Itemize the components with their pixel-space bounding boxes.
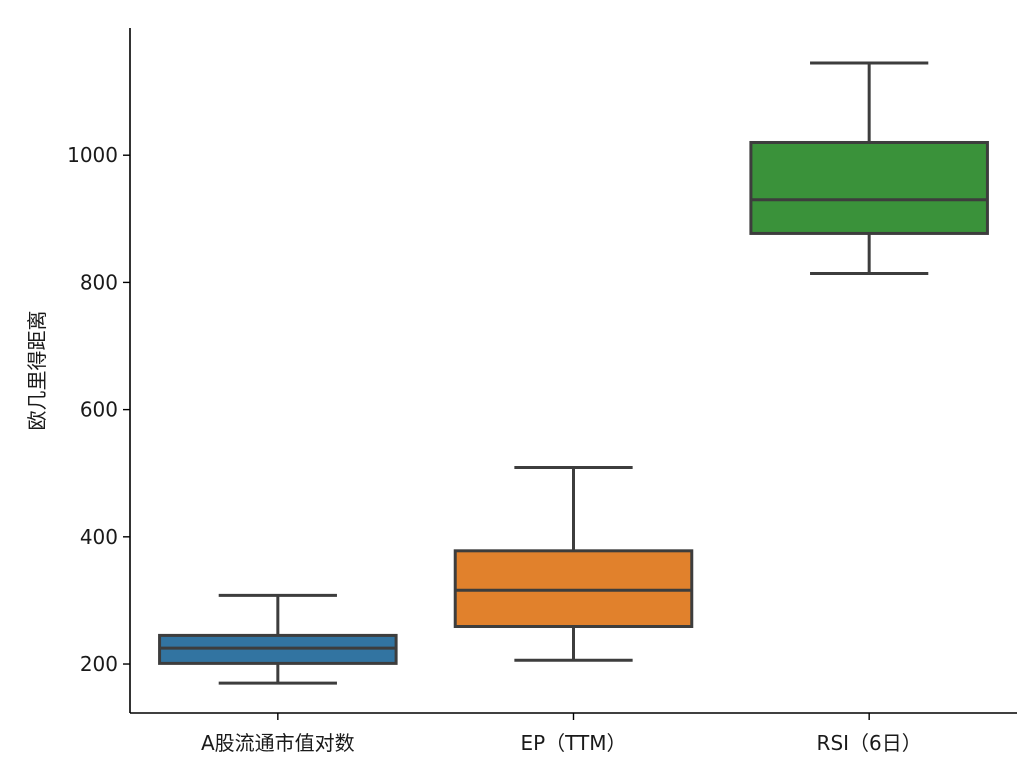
x-category-label: EP（TTM）	[520, 731, 626, 755]
boxes	[158, 61, 989, 685]
box-2	[453, 465, 694, 662]
x-category-label: A股流通市值对数	[201, 731, 355, 755]
y-tick-label: 600	[80, 398, 118, 422]
y-tick-label: 400	[80, 525, 118, 549]
box-iqr	[749, 140, 989, 235]
y-axis-label: 欧几里得距离	[25, 311, 49, 431]
labels: 欧几里得距离 A股流通市值对数 EP（TTM） RSI（6日）	[25, 311, 922, 756]
y-tick-label: 1000	[67, 143, 118, 167]
x-category-label: RSI（6日）	[817, 731, 922, 755]
axes: 200 400 600 800 1000	[67, 28, 1017, 720]
box-1	[158, 593, 398, 685]
box-3	[749, 61, 989, 276]
box-iqr	[453, 549, 694, 629]
y-tick-label: 800	[80, 270, 118, 294]
y-tick-label: 200	[80, 652, 118, 676]
